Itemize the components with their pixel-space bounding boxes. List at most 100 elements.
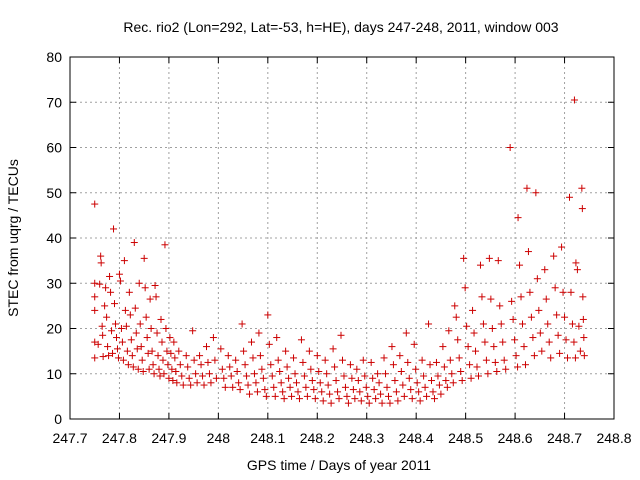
x-tick-label: 248.4 [399, 430, 434, 446]
data-point [209, 334, 217, 342]
data-point [392, 388, 400, 396]
data-point [575, 322, 583, 330]
data-point [106, 272, 114, 280]
data-point [571, 354, 579, 362]
data-point [279, 388, 287, 396]
data-point [430, 395, 438, 403]
data-point [580, 352, 588, 360]
data-point [258, 365, 266, 373]
data-point [369, 374, 377, 382]
data-point [161, 241, 169, 249]
data-point [313, 352, 321, 360]
data-point [98, 322, 106, 330]
data-point [163, 347, 171, 355]
data-point [294, 388, 302, 396]
data-point [538, 347, 546, 355]
data-point [173, 379, 181, 387]
data-point [416, 397, 424, 405]
data-point [472, 347, 480, 355]
data-point [346, 361, 354, 369]
data-point [240, 347, 248, 355]
data-point [280, 395, 288, 403]
data-point [267, 361, 275, 369]
data-point [143, 334, 151, 342]
x-tick-label: 248.3 [349, 430, 384, 446]
data-point [158, 338, 166, 346]
data-point [502, 365, 510, 373]
data-point [580, 334, 588, 342]
data-point [91, 306, 99, 314]
data-point [329, 345, 337, 353]
data-point [193, 379, 201, 387]
data-point [308, 377, 316, 385]
data-point [285, 374, 293, 382]
data-point [235, 379, 243, 387]
data-point [476, 261, 484, 269]
data-point [357, 397, 365, 405]
data-point [407, 386, 415, 394]
data-point [244, 381, 252, 389]
data-point [97, 252, 105, 260]
data-point [111, 300, 119, 308]
data-point [271, 392, 279, 400]
data-point [175, 347, 183, 355]
x-tick-label: 248.6 [498, 430, 533, 446]
data-point [148, 347, 156, 355]
data-point [150, 370, 158, 378]
data-point [145, 365, 153, 373]
data-point [255, 329, 263, 337]
data-point [144, 349, 152, 357]
data-point [544, 320, 552, 328]
data-point [176, 361, 184, 369]
data-point [315, 367, 323, 375]
data-point [166, 334, 174, 342]
data-point [114, 354, 122, 362]
data-point [199, 372, 207, 380]
data-point [121, 306, 129, 314]
data-point [238, 320, 246, 328]
y-tick-label: 20 [46, 321, 62, 337]
data-point [573, 266, 581, 274]
data-point [297, 336, 305, 344]
data-point [497, 320, 505, 328]
data-point [449, 379, 457, 387]
data-point [514, 363, 522, 371]
data-point [241, 361, 249, 369]
data-point [344, 399, 352, 407]
data-point [413, 379, 421, 387]
data-point [91, 293, 99, 301]
data-point [302, 383, 310, 391]
data-point [410, 340, 418, 348]
data-point [474, 372, 482, 380]
data-point [553, 311, 561, 319]
data-point [160, 370, 168, 378]
data-point [324, 381, 332, 389]
data-point [434, 372, 442, 380]
data-point [386, 399, 394, 407]
data-point [192, 370, 200, 378]
data-point [111, 320, 119, 328]
data-point [334, 388, 342, 396]
data-point [508, 297, 516, 305]
data-point [579, 293, 587, 301]
x-tick-label: 248 [207, 430, 231, 446]
data-point [154, 352, 162, 360]
data-point [541, 266, 549, 274]
data-point [440, 363, 448, 371]
data-point [253, 388, 261, 396]
data-point [509, 315, 517, 323]
data-point [535, 306, 543, 314]
data-point [353, 365, 361, 373]
data-point [529, 334, 537, 342]
data-point [291, 370, 299, 378]
y-tick-label: 70 [46, 94, 62, 110]
data-point [491, 358, 499, 366]
data-point [437, 390, 445, 398]
data-point [157, 315, 165, 323]
data-point [564, 354, 572, 362]
y-tick-label: 0 [54, 411, 62, 427]
data-point [572, 259, 580, 267]
data-point [478, 293, 486, 301]
data-point [448, 370, 456, 378]
